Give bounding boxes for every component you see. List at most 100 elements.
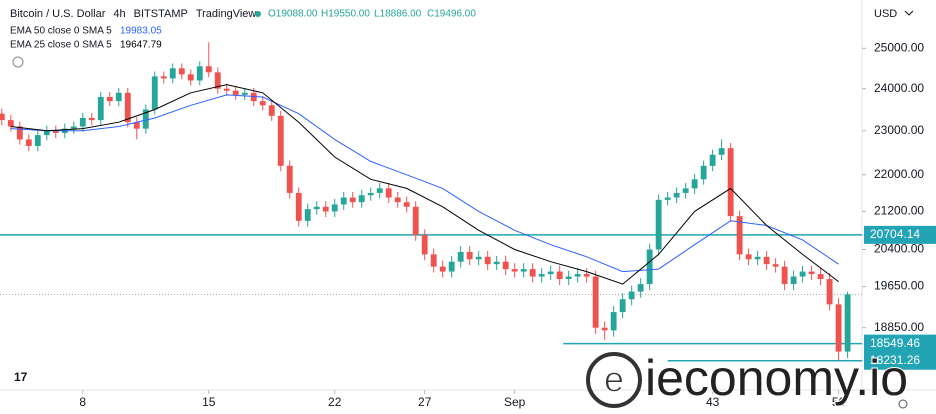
candle-body — [430, 254, 437, 267]
y-tick-label: 21200.00 — [874, 204, 924, 218]
plot-area — [0, 42, 866, 394]
candle-body — [745, 254, 752, 260]
candle-body — [7, 120, 14, 127]
price-label: 20704.14 — [870, 227, 920, 241]
candle-body — [340, 197, 347, 205]
x-tick-label: 8 — [79, 395, 86, 409]
candle-body — [502, 261, 509, 270]
watermark-text: ieconomy.io — [645, 350, 908, 406]
candle-body — [367, 192, 374, 196]
candle-body — [601, 327, 608, 331]
candle-body — [115, 92, 122, 102]
header-source: TradingView — [196, 8, 257, 20]
candle-body — [682, 188, 689, 193]
candle-body — [691, 179, 698, 189]
candle-body — [556, 271, 563, 280]
eye-icon[interactable] — [12, 56, 24, 68]
header-ohlc: H19550.00 — [321, 9, 370, 20]
candle-body — [88, 117, 95, 121]
candle-body — [511, 269, 518, 272]
candle-body — [277, 115, 284, 166]
candle-body — [124, 92, 131, 123]
candle-body — [565, 276, 572, 280]
candle-body — [718, 148, 725, 155]
header-interval: 4h — [113, 8, 125, 20]
watermark-logo — [586, 352, 642, 408]
candle-body — [772, 264, 779, 267]
candle-body — [610, 312, 617, 331]
indicator-value: 19983.05 — [120, 26, 162, 37]
candle-body — [709, 154, 716, 166]
candle-body — [178, 68, 185, 75]
candle-body — [241, 92, 248, 95]
candle-body — [376, 188, 383, 193]
candle-body — [385, 188, 392, 198]
header-ohlc: O19088.00 — [268, 9, 318, 20]
settings-icon[interactable] — [898, 399, 908, 409]
candle-body — [0, 113, 5, 121]
candle-body — [196, 66, 203, 81]
candle-body — [781, 266, 788, 285]
candle-body — [349, 197, 356, 203]
currency-dropdown[interactable] — [904, 10, 914, 16]
header-exchange: BITSTAMP — [134, 8, 188, 20]
candle-body — [70, 126, 77, 129]
candle-body — [412, 206, 419, 236]
candle-body — [466, 251, 473, 260]
candle-body — [655, 199, 662, 250]
y-tick-label: 18850.00 — [874, 320, 924, 334]
x-tick-label: 27 — [418, 395, 432, 409]
candle-body — [295, 192, 302, 221]
candle-body — [475, 256, 482, 260]
x-tick-label: 22 — [328, 395, 342, 409]
candle-body — [151, 76, 158, 110]
candle-body — [628, 291, 635, 300]
price-label: 18549.46 — [870, 336, 920, 350]
candle-body — [394, 197, 401, 203]
indicator-value: 19647.79 — [120, 40, 162, 51]
header: Bitcoin / U.S. Dollar 4h BITSTAMP TradingVi… — [10, 8, 256, 20]
tv-logo: 17 — [14, 370, 28, 384]
status-dot — [255, 11, 261, 17]
x-tick-label: Sep — [504, 395, 526, 409]
y-tick-label: 20400.00 — [874, 242, 924, 256]
candle-body — [187, 74, 194, 81]
y-tick-label: 25000.00 — [874, 40, 924, 54]
y-tick-label: 22000.00 — [874, 167, 924, 181]
candle-body — [790, 276, 797, 285]
price-label-box — [864, 351, 936, 370]
candle-body — [592, 276, 599, 328]
candle-body — [403, 202, 410, 207]
ema-line — [10, 94, 839, 273]
candle-body — [133, 122, 140, 129]
candle-body — [835, 304, 842, 352]
candle-body — [214, 72, 221, 89]
candle-body — [97, 96, 104, 121]
candle-body — [844, 294, 851, 352]
candle-body — [169, 68, 176, 79]
candle-body — [808, 271, 815, 275]
candle-body — [664, 197, 671, 200]
candle-body — [727, 148, 734, 217]
candle-body — [331, 204, 338, 212]
y-tick-label: 19650.00 — [874, 279, 924, 293]
candle-body — [799, 271, 806, 277]
ema-line — [10, 84, 839, 285]
candle-body — [439, 266, 446, 272]
candle-body — [646, 249, 653, 285]
header-ohlc: L18886.00 — [374, 9, 422, 20]
price-label-box — [864, 334, 936, 353]
indicator-name: EMA 50 close 0 SMA 5 — [10, 26, 112, 37]
candle-body — [304, 209, 311, 221]
candle-body — [457, 251, 464, 262]
candle-body — [736, 216, 743, 255]
y-tick-label: 23000.00 — [874, 123, 924, 137]
candle-body — [79, 117, 86, 127]
candle-body — [817, 274, 824, 280]
candle-body — [673, 192, 680, 198]
candle-body — [574, 274, 581, 277]
candle-body — [232, 90, 239, 95]
